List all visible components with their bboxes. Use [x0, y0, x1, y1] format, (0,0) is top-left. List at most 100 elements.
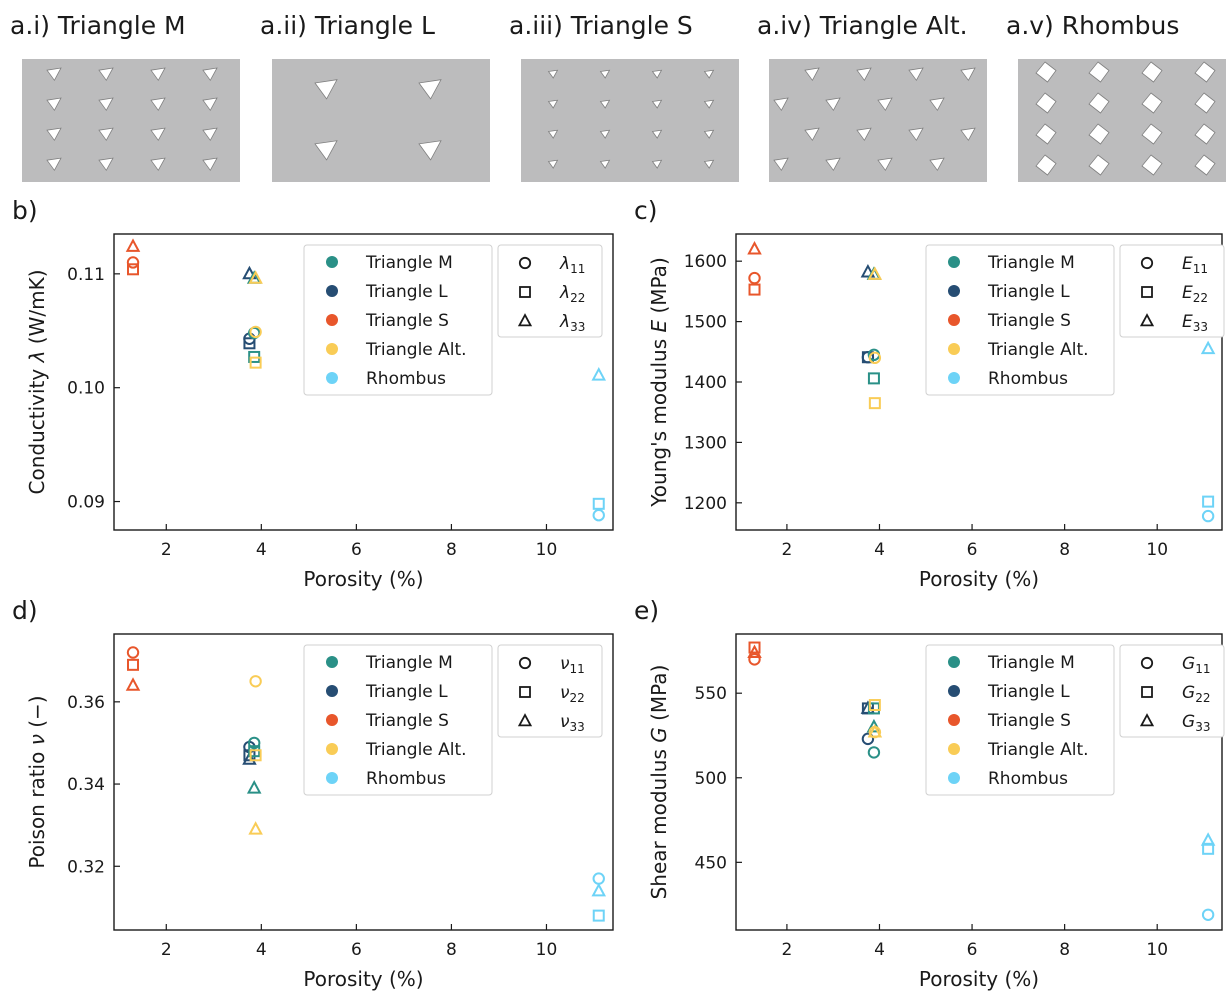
data-point-triangle-striangle: [125, 677, 141, 691]
panel-title: a.iv) Triangle Alt.: [757, 11, 968, 40]
triangle-pore: [46, 127, 62, 142]
component-symbol: λ: [559, 312, 570, 332]
data-point-triangle-alt-square: [868, 397, 881, 410]
data-point-rhombuscircle: [1201, 509, 1215, 523]
triangle-pore: [908, 67, 924, 82]
y-axis-label-part: (W/mK): [25, 270, 49, 351]
rhombus-pore: [1194, 92, 1216, 114]
data-point-triangle-lsquare: [861, 351, 874, 364]
data-point-triangle-ssquare: [748, 641, 761, 654]
microstructure-panel-1: a.i) Triangle M: [10, 11, 240, 182]
legend-frame: [497, 244, 603, 338]
legend-label: Triangle L: [987, 282, 1070, 302]
triangle-pore: [773, 157, 789, 172]
x-tick-label: 2: [161, 940, 172, 960]
y-tick-label: 450: [695, 853, 727, 873]
component-subscript: 33: [1193, 320, 1208, 334]
legend-marker-circle: [518, 256, 532, 270]
x-tick-label: 4: [256, 940, 267, 960]
legend-marker-triangle: [517, 713, 533, 727]
legend-label: Triangle S: [365, 711, 449, 731]
legend-swatch: [326, 285, 338, 297]
data-point-triangle-striangle: [125, 238, 141, 252]
data-point-triangle-lsquare: [243, 337, 256, 350]
triangle-pore: [202, 157, 218, 172]
y-axis-label-part: G: [647, 727, 671, 743]
legend-frame: [303, 644, 493, 796]
data-point-triangle-alt-circle: [249, 675, 262, 688]
triangle-pore: [651, 159, 663, 169]
legend-marker-circle: [1140, 256, 1154, 270]
x-tick-label: 6: [351, 940, 362, 960]
data-point-triangle-alt-triangle: [867, 723, 883, 738]
legend-label: Triangle Alt.: [365, 740, 467, 760]
rhombus-pore: [1088, 92, 1110, 114]
material-legend: Triangle M Triangle L Triangle S Triangle A…: [303, 244, 493, 396]
legend-label: Rhombus: [366, 769, 446, 789]
rhombus-pore: [1141, 123, 1163, 145]
component-symbol: λ: [559, 283, 570, 303]
microstructure-background: [272, 59, 490, 182]
rhombus-pore: [1141, 61, 1163, 83]
triangle-pore: [599, 159, 611, 169]
legend-swatch: [948, 314, 960, 326]
y-tick-label: 0.10: [67, 379, 105, 399]
component-symbol: G: [1182, 654, 1195, 674]
data-point-triangle-msquare: [867, 372, 880, 385]
data-point-triangle-alt-square: [249, 749, 262, 762]
legend-swatch: [326, 656, 338, 668]
component-subscript: 33: [570, 320, 585, 334]
y-axis-label: Poison ratio ν (−): [25, 695, 49, 868]
x-axis-label: Porosity (%): [303, 567, 423, 591]
triangle-pore: [202, 127, 218, 142]
triangle-pore: [150, 127, 166, 142]
triangle-pore: [651, 99, 663, 109]
y-tick-label: 550: [695, 684, 727, 704]
x-tick-label: 10: [536, 540, 558, 560]
legend-label: Triangle M: [365, 653, 453, 673]
triangle-pore: [98, 97, 114, 112]
triangle-pore: [46, 97, 62, 112]
triangle-pore: [703, 159, 715, 169]
component-symbol: G: [1182, 683, 1195, 703]
data-point-triangle-mcircle: [247, 736, 261, 750]
legend-marker-circle: [1140, 656, 1154, 670]
legend-component-label: G11: [1182, 654, 1210, 676]
data-point-rhombustriangle: [1200, 340, 1216, 355]
y-tick-label: 1600: [684, 252, 727, 272]
triangle-pore: [703, 129, 715, 139]
triangle-pore: [825, 97, 841, 112]
rhombus-pore: [1088, 61, 1110, 83]
data-point-triangle-alt-triangle: [867, 266, 883, 280]
x-tick-label: 10: [1146, 540, 1168, 560]
data-point-triangle-ssquare: [127, 658, 140, 671]
legend-label: Triangle M: [365, 253, 453, 273]
triangle-pore: [877, 157, 893, 172]
legend-label: Triangle Alt.: [987, 740, 1089, 760]
component-symbol: E: [1182, 254, 1193, 274]
legend-swatch: [948, 372, 960, 384]
y-tick-label: 0.32: [67, 857, 105, 877]
data-point-rhombussquare: [1202, 495, 1215, 508]
legend-swatch: [326, 685, 338, 697]
panel-title: a.v) Rhombus: [1006, 11, 1179, 40]
legend-component-label: λ22: [559, 283, 585, 305]
legend-label: Triangle M: [987, 253, 1075, 273]
rhombus-pore: [1141, 154, 1163, 176]
rhombus-pore: [1141, 92, 1163, 114]
y-tick-label: 0.36: [67, 693, 105, 713]
legend-swatch: [326, 256, 338, 268]
component-symbol: E: [1182, 312, 1193, 332]
data-points: [125, 238, 607, 522]
x-tick-label: 6: [967, 540, 978, 560]
panel-label: c): [634, 196, 658, 225]
component-symbol: λ: [559, 254, 570, 274]
legend-marker-square: [1141, 286, 1153, 298]
triangle-pore: [877, 97, 893, 112]
component-subscript: 33: [570, 720, 585, 734]
x-tick-label: 6: [967, 940, 978, 960]
